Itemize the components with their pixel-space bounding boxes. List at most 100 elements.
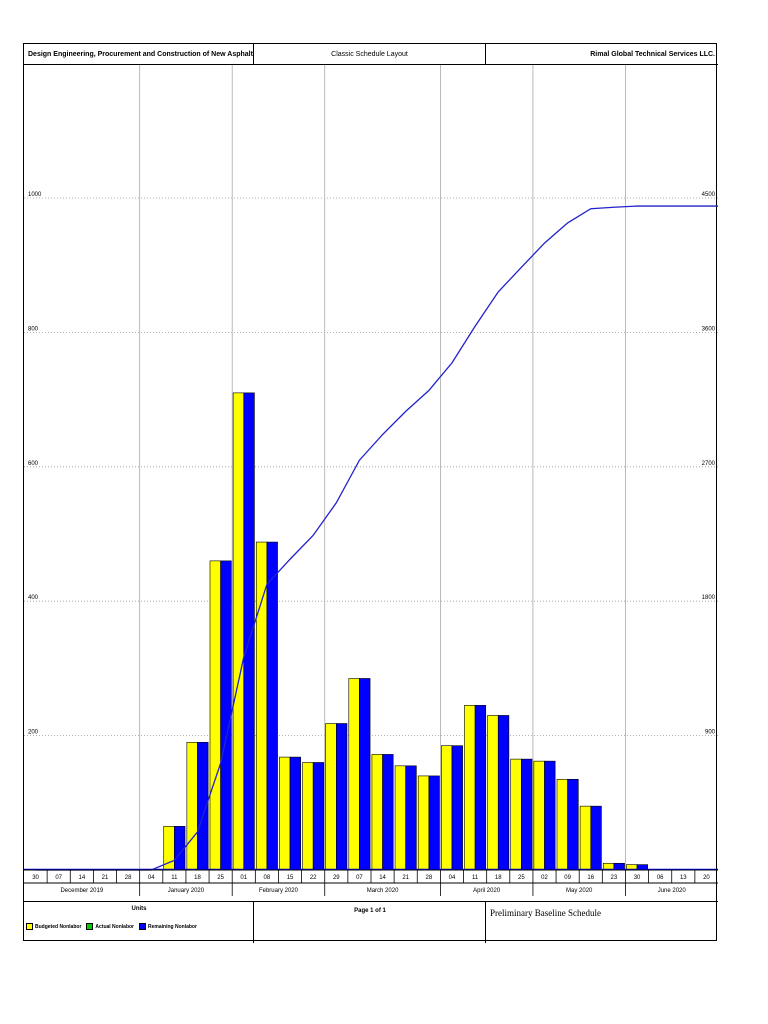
legend-swatch-remaining	[139, 923, 147, 930]
month-label: January 2020	[168, 888, 205, 894]
bar-remaining	[174, 826, 186, 871]
month-label: May 2020	[566, 888, 593, 894]
bar-remaining	[567, 778, 579, 871]
bar-remaining	[590, 805, 602, 871]
month-label: March 2020	[367, 888, 399, 894]
bar-budgeted	[348, 678, 360, 871]
bar-remaining	[335, 723, 348, 871]
y-left-tick-label: 200	[28, 730, 39, 736]
week-tick-label: 30	[634, 875, 641, 881]
y-left-tick-label: 800	[28, 326, 39, 332]
y-right-tick-label: 1800	[702, 595, 716, 601]
week-tick-label: 13	[680, 875, 687, 881]
resource-histogram-chart: 200 900 400 1800 600 2700 800 3600 1000 4500 30 07 1…	[24, 65, 718, 896]
legend-item-remaining: Remaining Nonlabor	[139, 923, 197, 930]
y-right-tick-label: 2700	[702, 461, 716, 467]
week-tick-label: 23	[611, 875, 618, 881]
week-tick-label: 30	[32, 875, 39, 881]
legend-swatch-budgeted	[26, 923, 33, 930]
schedule-name: Preliminary Baseline Schedule	[490, 908, 601, 918]
bar-budgeted	[417, 775, 430, 871]
week-tick-label: 25	[217, 875, 224, 881]
bar-remaining	[474, 705, 487, 871]
week-tick-label: 09	[564, 875, 571, 881]
footer: Units Budgeted Nonlabor Actual Nonlabor …	[24, 901, 718, 943]
bar-remaining	[521, 758, 533, 871]
month-label: April 2020	[473, 888, 501, 894]
week-tick-label: 07	[55, 875, 62, 881]
bar-budgeted	[533, 760, 545, 871]
bar-budgeted	[325, 723, 337, 871]
project-title: Design Engineering, Procurement and Cons…	[24, 44, 254, 65]
month-label: June 2020	[658, 888, 687, 894]
schedule-sheet: Design Engineering, Procurement and Cons…	[23, 43, 718, 943]
week-tick-label: 21	[402, 875, 409, 881]
week-tick-label: 25	[518, 875, 525, 881]
schedule-name-cell: Preliminary Baseline Schedule	[486, 902, 718, 943]
month-label: February 2020	[259, 888, 299, 894]
legend-label-actual: Actual Nonlabor	[95, 923, 135, 930]
week-tick-label: 21	[102, 875, 109, 881]
week-tick-label: 14	[379, 875, 386, 881]
page-cell: Page 1 of 1	[254, 902, 486, 943]
week-tick-label: 11	[171, 875, 178, 881]
bar-remaining	[405, 765, 417, 871]
month-label: December 2019	[60, 888, 103, 894]
week-tick-label: 22	[310, 875, 317, 881]
week-tick-label: 07	[356, 875, 363, 881]
legend-item-actual: Actual Nonlabor	[86, 923, 134, 930]
legend-label-budgeted: Budgeted Nonlabor	[35, 923, 82, 930]
bar-budgeted	[464, 705, 476, 871]
week-tick-label: 18	[495, 875, 502, 881]
bar-remaining	[451, 745, 463, 871]
week-tick-label: 02	[541, 875, 548, 881]
week-tick-label: 29	[333, 875, 340, 881]
legend-label-remaining: Remaining Nonlabor	[148, 923, 197, 930]
week-tick-label: 28	[425, 875, 432, 881]
bar-remaining	[428, 775, 440, 871]
bar-remaining	[359, 678, 371, 871]
legend: Budgeted Nonlabor Actual Nonlabor Remain…	[26, 923, 197, 930]
bar-remaining	[243, 392, 255, 871]
week-tick-label: 08	[264, 875, 271, 881]
legend-item-budgeted: Budgeted Nonlabor	[26, 923, 81, 930]
bar-budgeted	[371, 754, 383, 871]
bar-remaining	[382, 754, 394, 871]
week-tick-label: 16	[587, 875, 594, 881]
layout-title: Classic Schedule Layout	[254, 44, 486, 65]
bar-remaining	[497, 715, 510, 871]
bar-remaining	[312, 762, 325, 871]
bar-budgeted	[487, 715, 499, 871]
units-title: Units	[131, 906, 147, 912]
y-right-tick-label: 900	[705, 730, 716, 736]
week-tick-label: 01	[240, 875, 247, 881]
y-left-tick-label: 1000	[28, 192, 42, 198]
bar-remaining	[544, 760, 556, 871]
bar-budgeted	[186, 742, 198, 871]
bar-budgeted	[510, 758, 522, 871]
bar-budgeted	[279, 756, 291, 871]
week-tick-label: 06	[657, 875, 664, 881]
bar-remaining	[220, 560, 232, 871]
bar-budgeted	[579, 805, 592, 871]
units-legend-cell: Units Budgeted Nonlabor Actual Nonlabor …	[24, 902, 254, 943]
bar-remaining	[266, 541, 278, 871]
bar-budgeted	[302, 762, 314, 871]
week-tick-label: 14	[78, 875, 85, 881]
bar-budgeted	[209, 560, 221, 871]
bar-budgeted	[441, 745, 453, 871]
week-tick-label: 20	[703, 875, 710, 881]
bar-budgeted	[394, 765, 406, 871]
bar-budgeted	[232, 392, 245, 871]
week-tick-label: 18	[194, 875, 201, 881]
y-right-tick-label: 3600	[702, 326, 716, 332]
week-tick-label: 11	[472, 875, 479, 881]
y-left-tick-label: 400	[28, 595, 39, 601]
page-number: Page 1 of 1	[354, 908, 386, 914]
y-right-tick-label: 4500	[702, 192, 716, 198]
legend-swatch-actual	[86, 923, 94, 930]
week-tick-label: 15	[287, 875, 294, 881]
bar-remaining	[289, 756, 301, 871]
bar-budgeted	[556, 778, 568, 871]
week-tick-label: 04	[148, 875, 155, 881]
